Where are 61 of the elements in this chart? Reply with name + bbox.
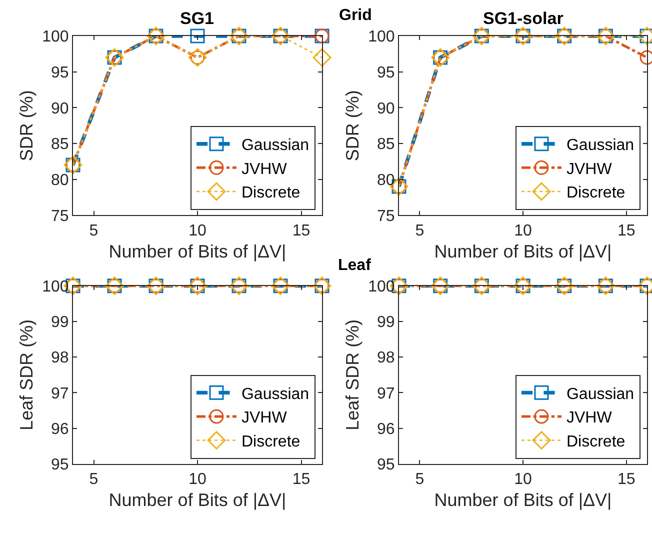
y-tick-label: 99: [377, 314, 395, 332]
y-tick-label: 97: [51, 385, 69, 402]
legend-label: JVHW: [566, 160, 613, 178]
y-tick-label: 90: [51, 100, 69, 118]
legend-label: Gaussian: [566, 137, 634, 154]
chart-title: SG1-solar: [483, 9, 564, 28]
x-tick-label: 5: [415, 222, 424, 240]
y-tick-label: 99: [51, 314, 69, 332]
y-tick-label: 98: [51, 350, 69, 367]
y-tick-label: 97: [377, 385, 395, 402]
x-tick-label: 15: [617, 222, 636, 240]
x-tick-label: 5: [89, 471, 98, 488]
legend-label: Discrete: [566, 184, 626, 202]
legend-label: Gaussian: [241, 386, 310, 403]
legend-label: JVHW: [241, 160, 288, 178]
y-tick-label: 75: [377, 208, 395, 225]
legend-label: JVHW: [241, 410, 288, 427]
x-axis-title: Number of Bits of |ΔV|: [434, 490, 612, 510]
y-tick-label: 80: [51, 172, 69, 189]
point: [312, 48, 332, 67]
x-tick-label: 10: [188, 471, 206, 488]
y-tick-label: 90: [377, 100, 395, 118]
y-tick-label: 80: [377, 172, 395, 189]
x-tick-label: 10: [514, 471, 532, 488]
y-axis-title: Leaf SDR (%): [16, 319, 36, 430]
y-tick-label: 96: [377, 420, 395, 438]
chart-title: SG1: [180, 9, 214, 28]
x-axis-title: Number of Bits of |ΔV|: [108, 241, 286, 262]
legend-label: Discrete: [241, 184, 300, 202]
y-tick-label: 96: [51, 420, 69, 438]
y-tick-label: 100: [368, 28, 395, 46]
y-tick-label: 95: [377, 456, 395, 474]
point: [190, 28, 205, 44]
x-tick-label: 15: [617, 471, 636, 488]
legend-label: JVHW: [566, 410, 613, 427]
x-tick-label: 10: [188, 222, 206, 240]
y-tick-label: 85: [377, 136, 395, 154]
x-axis-title: Number of Bits of |ΔV|: [108, 490, 286, 510]
y-tick-label: 95: [377, 64, 395, 82]
y-tick-label: 75: [51, 208, 69, 225]
legend-label: Gaussian: [241, 137, 310, 154]
legend-label: Discrete: [566, 434, 626, 451]
y-tick-label: 98: [377, 350, 395, 367]
y-tick-label: 85: [51, 136, 69, 154]
x-tick-label: 15: [292, 471, 310, 488]
legend-label: Gaussian: [566, 386, 634, 403]
text: Leaf: [338, 257, 372, 274]
x-tick-label: 5: [415, 471, 424, 488]
x-tick-label: 15: [292, 222, 310, 240]
x-tick-label: 5: [89, 222, 98, 240]
x-tick-label: 10: [514, 222, 532, 240]
y-axis-title: SDR (%): [16, 90, 36, 162]
legend-label: Discrete: [241, 434, 300, 451]
y-axis-title: SDR (%): [342, 90, 362, 162]
y-tick-label: 95: [51, 64, 69, 82]
point: [640, 50, 652, 65]
text: Grid: [339, 7, 372, 24]
x-axis-title: Number of Bits of |ΔV|: [434, 241, 612, 262]
y-tick-label: 100: [42, 28, 69, 46]
y-axis-title: Leaf SDR (%): [342, 319, 362, 430]
y-tick-label: 95: [51, 456, 69, 474]
